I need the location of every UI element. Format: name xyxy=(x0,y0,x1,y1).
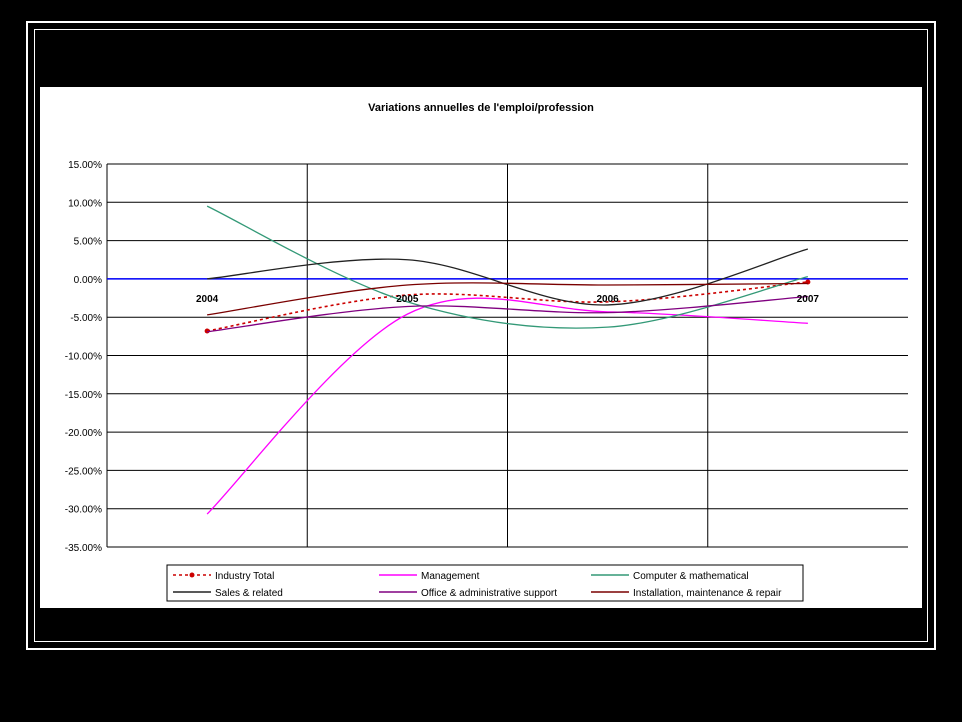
y-tick-label: -25.00% xyxy=(65,466,102,477)
y-tick-labels: 15.00% 10.00% 5.00% 0.00% -5.00% -10.00% -15.0… xyxy=(65,160,102,554)
chart-svg: Variations annuelles de l'emploi/profess… xyxy=(65,102,908,602)
chart-title: Variations annuelles de l'emploi/profess… xyxy=(368,102,594,114)
y-tick-label: -30.00% xyxy=(65,505,102,516)
y-tick-label: -35.00% xyxy=(65,543,102,554)
series-line-4 xyxy=(207,295,808,333)
outer-frame xyxy=(26,21,936,650)
y-tick-label: 0.00% xyxy=(74,275,102,286)
legend: Industry Total Management Computer & mathe… xyxy=(173,571,782,599)
legend-label: Office & administrative support xyxy=(421,588,557,599)
y-tick-label: -10.00% xyxy=(65,352,102,363)
series-layer xyxy=(204,205,811,515)
legend-marker xyxy=(189,572,195,578)
y-tick-label: -5.00% xyxy=(70,313,102,324)
category-labels: 2004 2005 2006 2007 xyxy=(196,294,819,305)
category-label: 2007 xyxy=(797,294,820,305)
legend-label: Management xyxy=(421,571,480,582)
category-label: 2004 xyxy=(196,294,219,305)
chart-card: Variations annuelles de l'emploi/profess… xyxy=(40,87,922,608)
legend-label: Computer & mathematical xyxy=(633,571,749,582)
legend-label: Sales & related xyxy=(215,588,283,599)
category-label: 2006 xyxy=(597,294,620,305)
y-tick-label: 10.00% xyxy=(68,198,102,209)
inner-frame xyxy=(34,29,928,642)
legend-box xyxy=(166,564,804,602)
series-line-0 xyxy=(206,281,808,332)
y-tick-label: -15.00% xyxy=(65,390,102,401)
grid-layer xyxy=(106,163,908,548)
category-label: 2005 xyxy=(396,294,419,305)
series-line-1 xyxy=(206,297,808,515)
y-tick-label: -20.00% xyxy=(65,428,102,439)
y-tick-label: 15.00% xyxy=(68,160,102,171)
legend-label: Industry Total xyxy=(215,571,274,582)
legend-label: Installation, maintenance & repair xyxy=(633,588,782,599)
series-line-2 xyxy=(206,205,809,329)
series-line-3 xyxy=(207,248,809,306)
series-line-5 xyxy=(207,282,808,316)
y-tick-label: 5.00% xyxy=(74,237,102,248)
